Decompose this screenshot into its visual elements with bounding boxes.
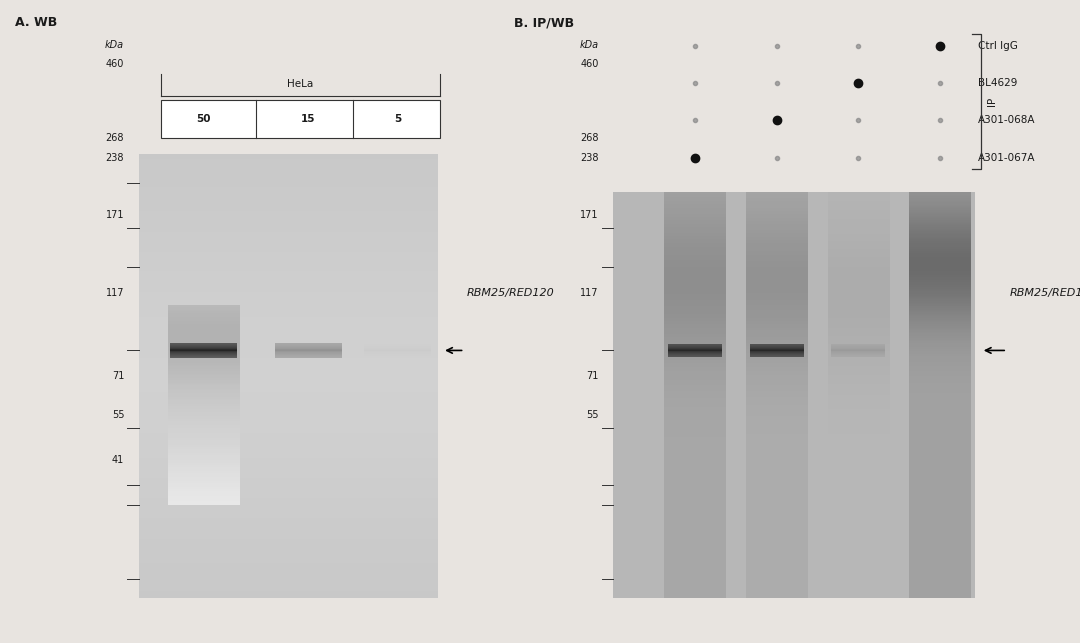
Text: B. IP/WB: B. IP/WB (514, 16, 575, 29)
Text: 238: 238 (106, 152, 124, 163)
Text: RBM25/RED120: RBM25/RED120 (467, 287, 555, 298)
Text: 238: 238 (580, 152, 598, 163)
Text: 55: 55 (111, 410, 124, 420)
Bar (162, 100, 440, 138)
Text: 460: 460 (106, 59, 124, 69)
Text: HeLa: HeLa (287, 78, 313, 89)
Text: 460: 460 (580, 59, 598, 69)
Text: 5: 5 (394, 114, 401, 124)
Text: 50: 50 (197, 114, 211, 124)
Text: 71: 71 (112, 371, 124, 381)
Text: 117: 117 (106, 287, 124, 298)
Text: 117: 117 (580, 287, 598, 298)
Text: 71: 71 (586, 371, 598, 381)
Text: 171: 171 (580, 210, 598, 221)
Text: IP: IP (987, 97, 997, 106)
Text: 55: 55 (586, 410, 598, 420)
Text: kDa: kDa (105, 40, 124, 50)
Text: 171: 171 (106, 210, 124, 221)
Text: RBM25/RED120: RBM25/RED120 (1010, 287, 1080, 298)
Text: 268: 268 (580, 133, 598, 143)
Text: kDa: kDa (580, 40, 598, 50)
Text: BL4629: BL4629 (978, 78, 1017, 88)
Text: A. WB: A. WB (15, 16, 57, 29)
Text: 15: 15 (300, 114, 315, 124)
Text: Ctrl IgG: Ctrl IgG (978, 41, 1017, 51)
Text: 41: 41 (112, 455, 124, 465)
Text: A301-068A: A301-068A (978, 115, 1036, 125)
Text: 268: 268 (106, 133, 124, 143)
Text: A301-067A: A301-067A (978, 152, 1036, 163)
